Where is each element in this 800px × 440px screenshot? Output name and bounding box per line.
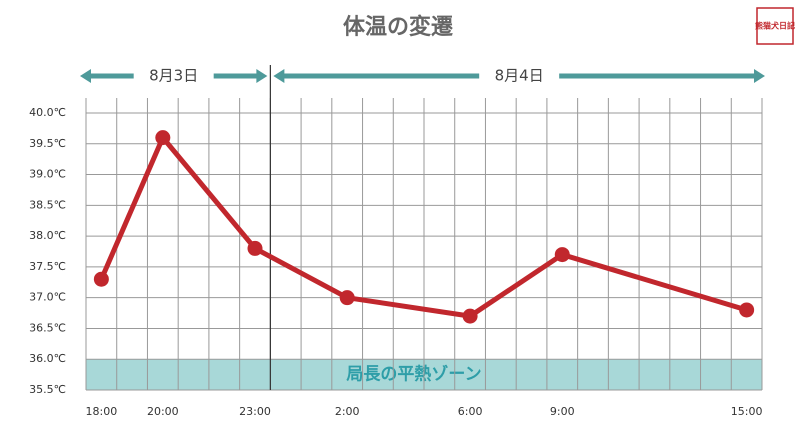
- y-tick-label: 38.5℃: [29, 198, 66, 211]
- data-point: [739, 302, 755, 318]
- logo: 熊猫犬日記: [755, 21, 795, 31]
- y-tick-label: 37.5℃: [29, 260, 66, 273]
- arrow-head: [256, 69, 268, 83]
- data-point: [339, 290, 355, 306]
- x-tick-label: 18:00: [86, 405, 118, 418]
- day-label: 8月3日: [149, 67, 198, 85]
- logo-frame: [756, 7, 794, 45]
- x-tick-label: 2:00: [335, 405, 360, 418]
- day-label-bg: [479, 64, 560, 88]
- y-tick-label: 37.0℃: [29, 291, 66, 304]
- day-label-bg: [133, 64, 214, 88]
- y-tick-label: 40.0℃: [29, 106, 66, 119]
- x-tick-label: 20:00: [147, 405, 179, 418]
- data-point: [155, 130, 171, 146]
- day-label: 8月4日: [495, 67, 544, 85]
- y-tick-label: 36.0℃: [29, 352, 66, 365]
- data-point: [247, 240, 263, 256]
- arrow-head: [754, 69, 765, 83]
- y-tick-label: 39.5℃: [29, 137, 66, 150]
- y-tick-label: 39.0℃: [29, 168, 66, 181]
- y-tick-label: 36.5℃: [29, 321, 66, 334]
- x-tick-label: 9:00: [550, 405, 575, 418]
- y-tick-label: 38.0℃: [29, 229, 66, 242]
- chart-title: 体温の変遷: [343, 14, 453, 40]
- x-tick-label: 23:00: [239, 405, 271, 418]
- data-point: [93, 271, 109, 287]
- arrow-head: [80, 69, 91, 83]
- data-point: [554, 247, 570, 263]
- x-tick-label: 6:00: [458, 405, 483, 418]
- x-tick-label: 15:00: [731, 405, 763, 418]
- arrow-head: [273, 69, 285, 83]
- band-label: 局長の平熱ゾーン: [346, 364, 481, 385]
- y-tick-label: 35.5℃: [29, 383, 66, 396]
- data-point: [462, 308, 478, 324]
